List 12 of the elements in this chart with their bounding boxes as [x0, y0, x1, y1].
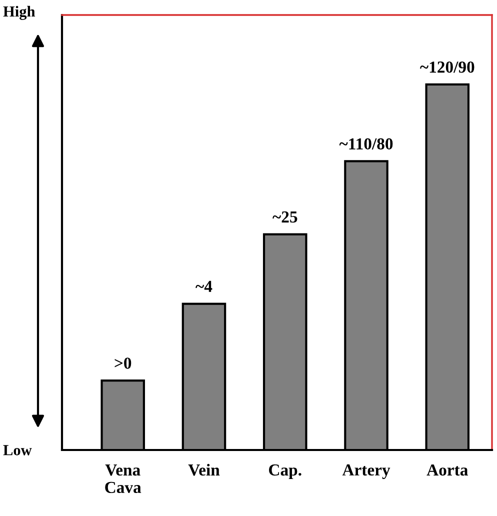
annotation: ~120/90	[420, 61, 474, 73]
text: High	[3, 6, 36, 20]
x-tick-label: Aorta	[426, 464, 468, 476]
x-tick-label: Vena Cava	[105, 464, 142, 494]
x-tick-label: Cap.	[269, 464, 302, 480]
annotation: ~110/80	[339, 138, 393, 150]
annotation: ~25	[272, 211, 298, 223]
x-tick-label: Artery	[342, 464, 390, 480]
annotation: >0	[114, 358, 132, 369]
x-tick-label: Vein	[188, 464, 220, 476]
text: Low	[3, 445, 32, 456]
annotation: ~4	[196, 280, 212, 292]
